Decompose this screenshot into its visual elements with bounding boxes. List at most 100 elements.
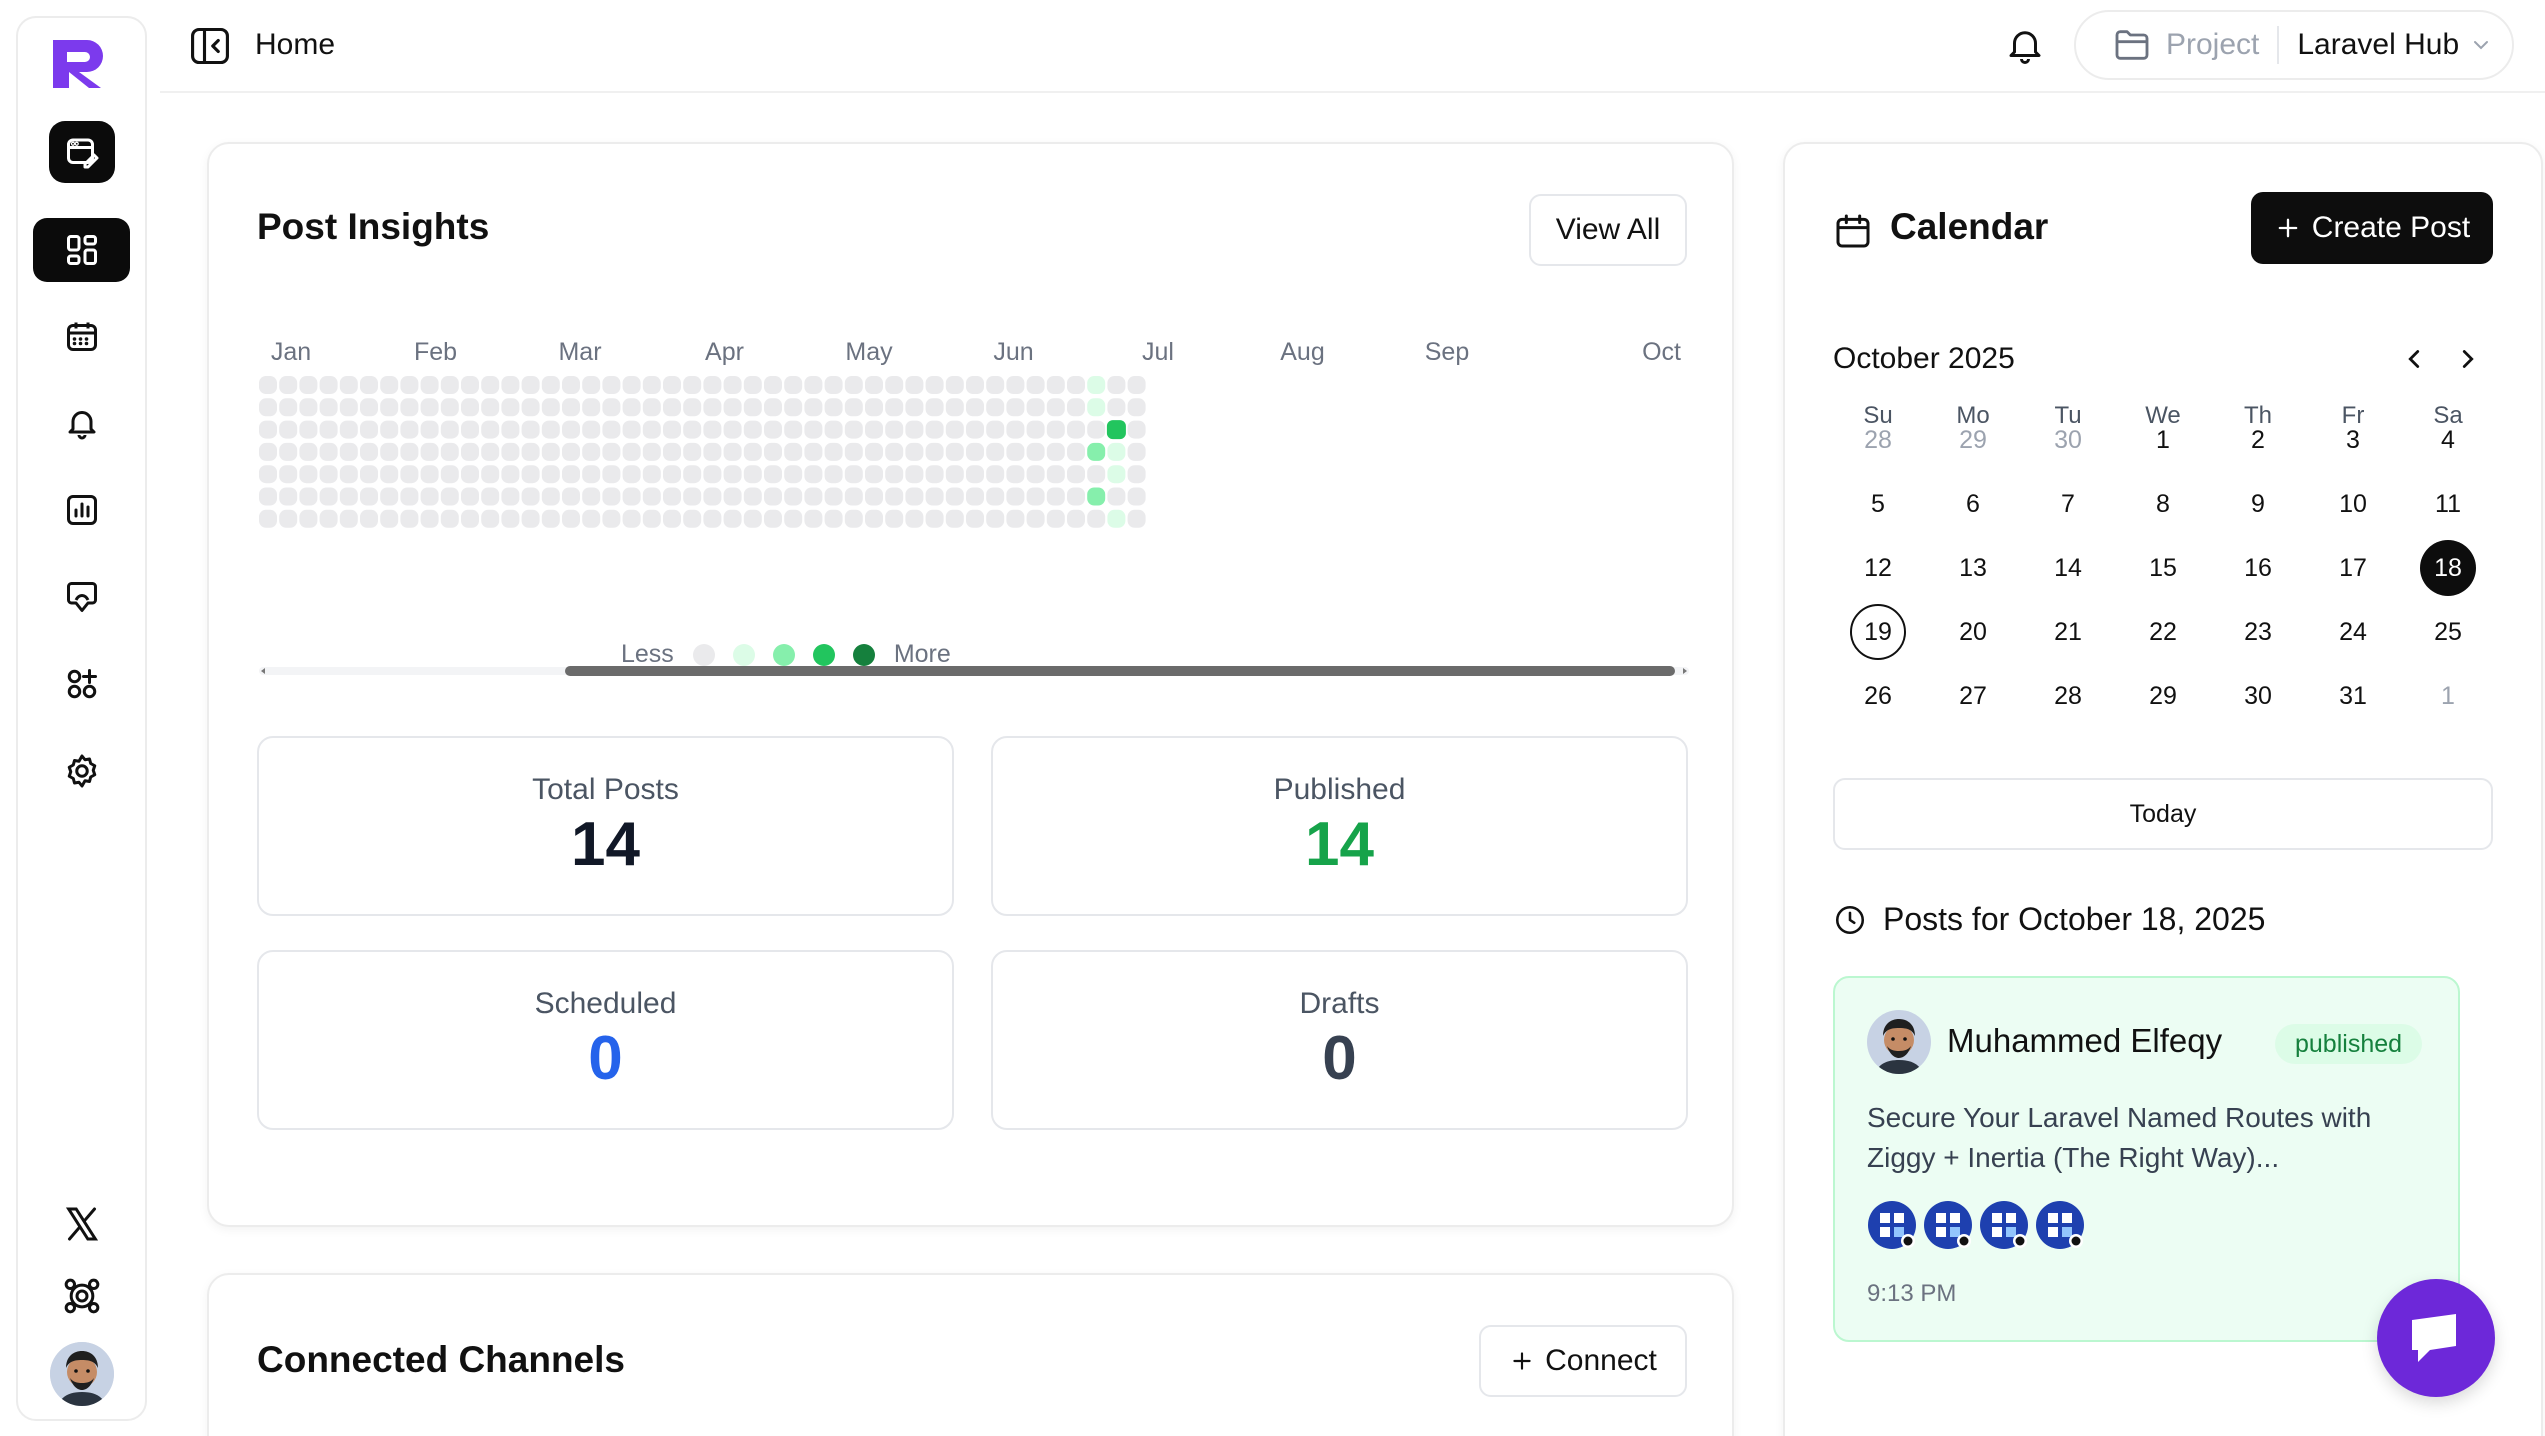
calendar-day[interactable]: 2 [2251,425,2265,454]
heatmap-cell[interactable] [885,442,904,461]
heatmap-cell[interactable] [764,398,782,417]
calendar-day[interactable]: 14 [2054,553,2082,582]
heatmap-cell[interactable] [400,376,419,394]
heatmap-cell[interactable] [1046,420,1065,439]
calendar-day[interactable]: 16 [2244,553,2272,582]
heatmap-cell[interactable] [784,398,803,417]
heatmap-cell[interactable] [905,487,924,506]
heatmap-cell[interactable] [784,442,803,461]
heatmap-cell[interactable] [945,509,964,528]
sidebar-item-apps[interactable] [33,652,130,716]
heatmap-cell[interactable] [824,420,843,439]
heatmap-cell[interactable] [501,465,520,484]
calendar-day[interactable]: 20 [1959,617,1987,646]
calendar-day[interactable]: 6 [1966,489,1980,518]
today-button[interactable]: Today [1833,778,2493,850]
heatmap-cell[interactable] [279,376,298,394]
connect-button[interactable]: Connect [1479,1325,1687,1397]
heatmap-cell[interactable] [380,442,399,461]
heatmap-cell[interactable] [461,398,479,417]
calendar-day[interactable]: 27 [1959,681,1987,710]
calendar-day[interactable]: 3 [2346,425,2360,454]
heatmap-cell[interactable] [279,420,298,439]
calendar-day[interactable]: 29 [1959,425,1987,454]
heatmap-cell[interactable] [865,509,883,528]
heatmap-cell[interactable] [824,442,843,461]
heatmap-cell[interactable] [541,465,560,484]
calendar-day[interactable]: 22 [2149,617,2177,646]
heatmap-cell[interactable] [925,398,944,417]
heatmap-cell[interactable] [703,376,722,394]
heatmap-cell[interactable] [1046,509,1065,528]
heatmap-cell[interactable] [1067,442,1085,461]
calendar-day[interactable]: 29 [2149,681,2177,710]
heatmap-cell[interactable] [299,376,318,394]
heatmap-cell[interactable] [1046,442,1065,461]
heatmap-cell[interactable] [683,398,702,417]
calendar-day[interactable]: 24 [2339,617,2367,646]
heatmap-cell[interactable] [461,376,479,394]
heatmap-cell[interactable] [319,398,338,417]
heatmap-cell[interactable] [339,420,358,439]
heatmap-cell[interactable] [541,398,560,417]
heatmap-cell[interactable] [562,487,580,506]
heatmap-cell[interactable] [865,398,883,417]
calendar-day[interactable]: 7 [2061,489,2075,518]
heatmap-cell[interactable] [1006,376,1025,394]
heatmap-cell[interactable] [784,465,803,484]
heatmap-cell[interactable] [1026,420,1045,439]
heatmap-cell[interactable] [440,465,459,484]
heatmap-cell[interactable] [1067,398,1085,417]
heatmap-cell[interactable] [885,465,904,484]
heatmap-cell[interactable] [1026,465,1045,484]
heatmap-cell[interactable] [582,465,601,484]
heatmap-cell[interactable] [562,398,580,417]
heatmap-cell[interactable] [885,509,904,528]
heatmap-cell[interactable] [723,376,742,394]
project-switcher[interactable]: Project Laravel Hub [2074,10,2514,80]
calendar-day[interactable]: 1 [2441,681,2455,710]
heatmap-cell[interactable] [1107,509,1126,528]
heatmap-cell[interactable] [299,398,318,417]
heatmap-cell[interactable] [663,398,681,417]
calendar-day[interactable]: 30 [2054,425,2082,454]
heatmap-cell[interactable] [966,465,984,484]
heatmap-cell[interactable] [663,442,681,461]
heatmap-cell[interactable] [279,487,298,506]
heatmap-cell[interactable] [844,487,863,506]
heatmap-cell[interactable] [925,376,944,394]
heatmap-cell[interactable] [400,398,419,417]
heatmap-cell[interactable] [966,420,984,439]
heatmap-cell[interactable] [764,420,782,439]
heatmap-cell[interactable] [966,398,984,417]
heatmap-cell[interactable] [420,442,439,461]
heatmap-cell[interactable] [966,442,984,461]
heatmap-cell[interactable] [986,442,1005,461]
heatmap-cell[interactable] [703,398,722,417]
heatmap-cell[interactable] [521,487,540,506]
heatmap-cell[interactable] [642,376,661,394]
heatmap-cell[interactable] [1067,465,1085,484]
calendar-day[interactable]: 28 [2054,681,2082,710]
heatmap-cell[interactable] [683,420,702,439]
heatmap-cell[interactable] [339,487,358,506]
calendar-day[interactable]: 28 [1864,425,1892,454]
heatmap-cell[interactable] [1006,398,1025,417]
sidebar-item-calendar[interactable] [33,304,130,368]
heatmap-cell[interactable] [784,509,803,528]
heatmap-cell[interactable] [1067,420,1085,439]
heatmap-cell[interactable] [259,376,277,394]
heatmap-cell[interactable] [764,487,782,506]
heatmap-cell[interactable] [319,487,338,506]
heatmap-cell[interactable] [319,376,338,394]
heatmap-cell[interactable] [1127,442,1146,461]
heatmap-cell[interactable] [784,376,803,394]
heatmap-cell[interactable] [683,487,702,506]
heatmap-cell[interactable] [986,420,1005,439]
heatmap-cell[interactable] [501,487,520,506]
heatmap-cell[interactable] [945,487,964,506]
heatmap-cell[interactable] [824,376,843,394]
heatmap-cell[interactable] [481,420,500,439]
heatmap-cell[interactable] [1006,442,1025,461]
heatmap-cell[interactable] [319,465,338,484]
